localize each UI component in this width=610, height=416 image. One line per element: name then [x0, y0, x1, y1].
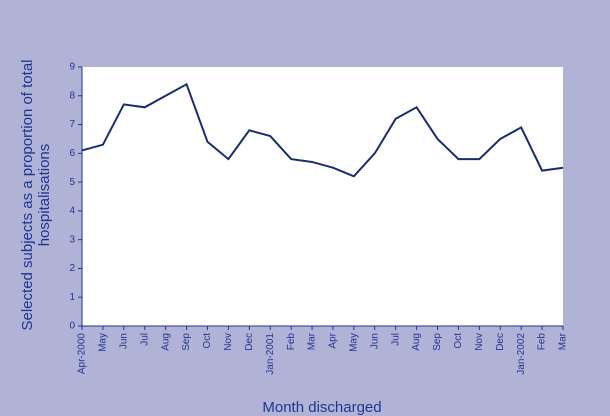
x-tick-label: Jun — [369, 333, 380, 349]
x-tick-label: Jan-2001 — [265, 333, 276, 375]
y-tick-label: 2 — [69, 263, 75, 274]
y-tick-label: 0 — [69, 321, 75, 332]
x-tick-label: Mar — [307, 332, 318, 350]
x-tick-label: Apr-2000 — [77, 333, 88, 375]
y-tick-label: 7 — [69, 119, 75, 130]
x-tick-label: Oct — [202, 333, 213, 349]
x-tick-label: Jun — [118, 333, 129, 349]
x-tick-label: Oct — [453, 333, 464, 349]
x-tick-label: Aug — [160, 333, 171, 351]
x-tick-label: Jan-2002 — [516, 333, 527, 375]
x-axis-label: Month discharged — [262, 399, 381, 416]
data-line — [81, 82, 564, 178]
y-tick-label: 8 — [69, 90, 75, 101]
x-tick-label: Feb — [537, 333, 548, 351]
plot-area — [82, 67, 563, 326]
x-tick-label: May — [349, 333, 360, 352]
x-tick-label: Nov — [223, 333, 234, 351]
x-tick-label: Jul — [390, 333, 401, 346]
x-tick-label: Dec — [495, 333, 506, 351]
y-axis-label: Selected subjects as a proportion of tot… — [19, 59, 53, 331]
x-tick-label: Jul — [139, 333, 150, 346]
x-tick-label: Sep — [432, 333, 443, 351]
x-tick-label: Nov — [474, 333, 485, 351]
x-tick-label: Mar — [558, 332, 569, 350]
x-tick-label: Apr — [328, 332, 339, 348]
y-tick-label: 4 — [69, 206, 75, 217]
x-tick-label: Aug — [411, 333, 422, 351]
x-tick-label: Dec — [244, 333, 255, 351]
y-tick-label: 3 — [69, 234, 75, 245]
y-tick-label: 9 — [69, 62, 75, 73]
x-tick-label: May — [98, 333, 109, 352]
y-tick-label: 5 — [69, 177, 75, 188]
x-tick-label: Feb — [286, 333, 297, 351]
y-tick-label: 1 — [69, 292, 75, 303]
x-tick-label: Sep — [181, 333, 192, 351]
y-tick-label: 6 — [69, 148, 75, 159]
